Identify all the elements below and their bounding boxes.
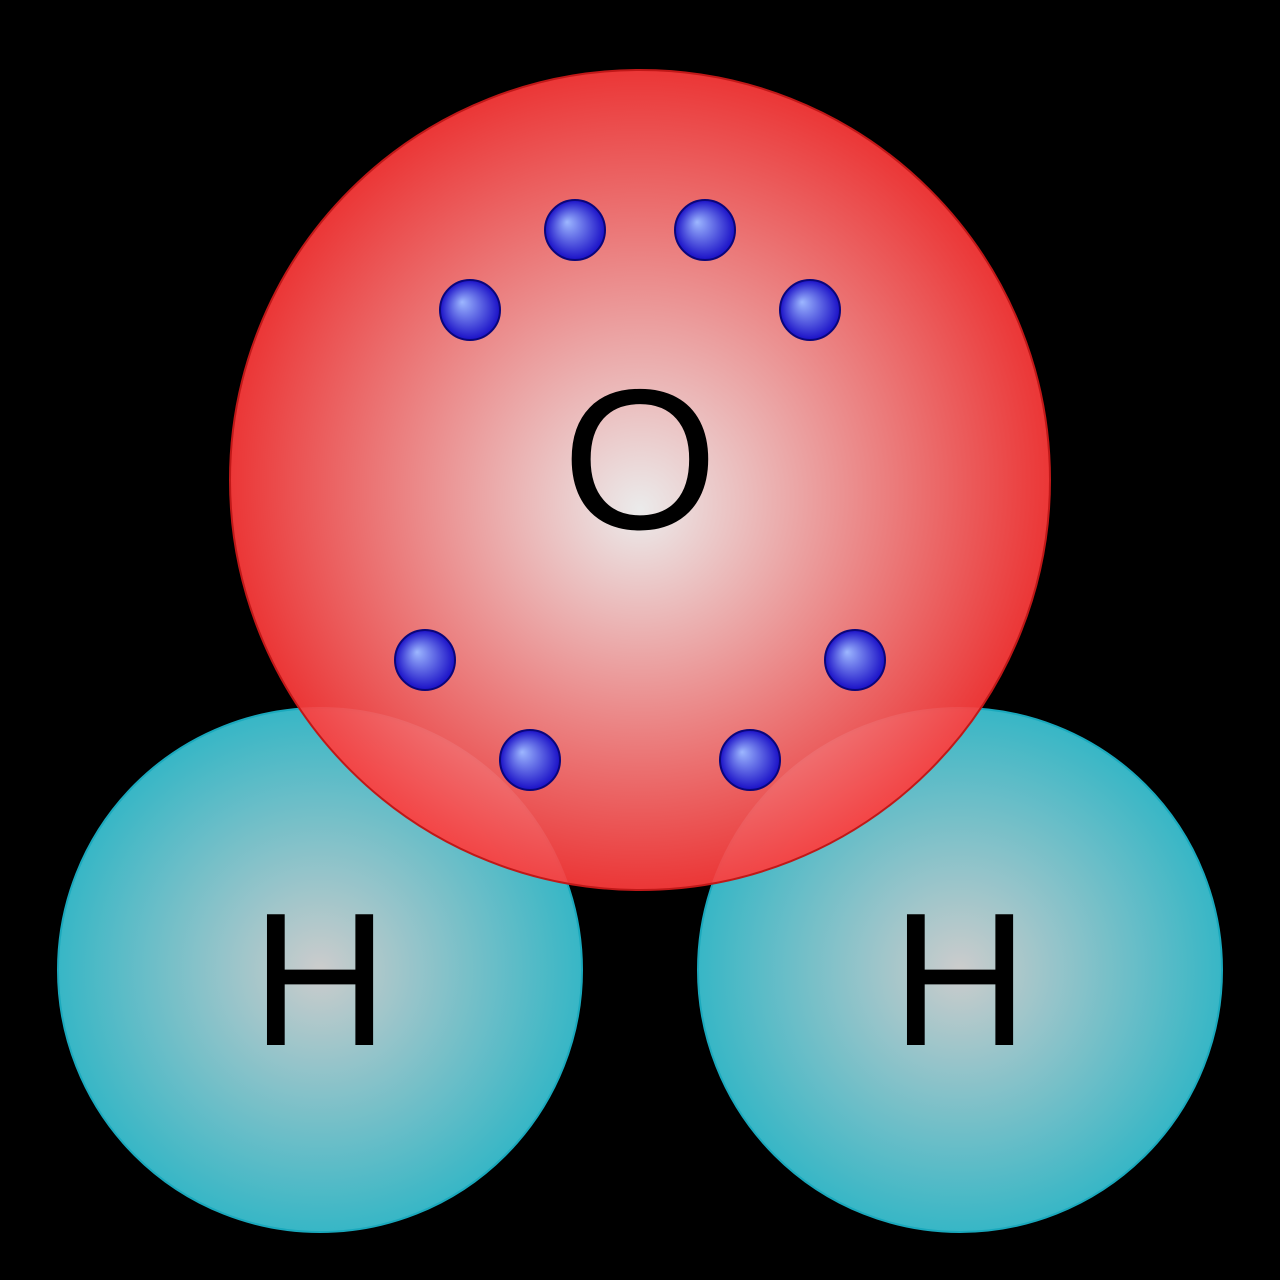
electron-8	[825, 630, 885, 690]
hydrogen-label-1: H	[251, 874, 388, 1086]
electron-3	[675, 200, 735, 260]
electron-2	[545, 200, 605, 260]
electron-1	[440, 280, 500, 340]
hydrogen-label-2: H	[891, 874, 1028, 1086]
electron-4	[780, 280, 840, 340]
molecule-diagram: O H H	[0, 0, 1280, 1280]
electron-7	[720, 730, 780, 790]
oxygen-label: O	[562, 349, 718, 572]
molecule-svg: O H H	[0, 0, 1280, 1280]
electron-6	[500, 730, 560, 790]
electron-5	[395, 630, 455, 690]
